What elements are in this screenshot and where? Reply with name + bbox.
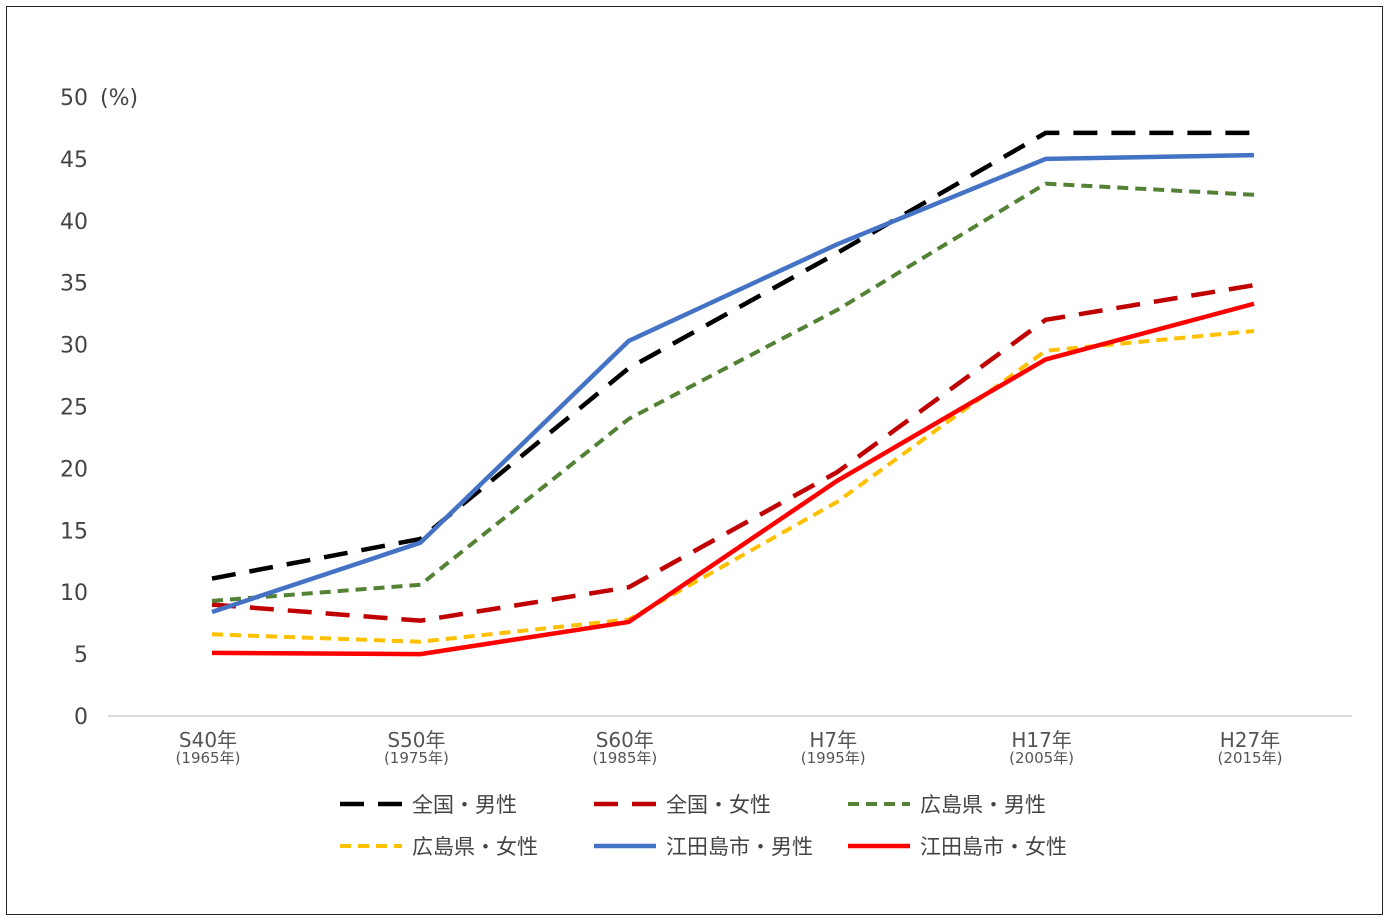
x-tick-sublabel: (1995年) [801, 749, 866, 767]
legend-item: 広島県・男性 [848, 793, 1046, 817]
series-line-3 [211, 328, 1255, 644]
legend-label: 全国・男性 [412, 793, 517, 817]
legend-label: 広島県・男性 [920, 793, 1046, 817]
x-tick-sublabel: (2015年) [1218, 749, 1283, 767]
x-tick-sublabel: (1965年) [176, 749, 241, 767]
y-tick-label: 25 [60, 396, 88, 421]
y-tick-label: 50 [60, 86, 88, 111]
x-tick-label: H7年 [809, 728, 857, 752]
y-axis-unit-label: (%) [100, 86, 138, 111]
x-tick-label: H27年 [1220, 728, 1281, 752]
legend-item: 広島県・女性 [340, 835, 538, 859]
y-tick-label: 40 [60, 210, 88, 235]
legend-item: 全国・女性 [594, 793, 771, 817]
series-group [211, 130, 1255, 657]
series-line-2 [211, 181, 1255, 603]
legend-item: 江田島市・男性 [594, 835, 813, 859]
x-tick-sublabel: (2005年) [1009, 749, 1074, 767]
series-line-5 [211, 301, 1255, 657]
x-tick-sublabel: (1985年) [592, 749, 657, 767]
y-tick-label: 10 [60, 581, 88, 606]
legend-item: 全国・男性 [340, 793, 517, 817]
x-axis: S40年(1965年) S50年(1975年) S60年(1985年) H7年(199… [176, 728, 1283, 767]
series-line-0 [211, 130, 1254, 581]
x-tick-label: S60年 [596, 728, 654, 752]
x-tick-label: H17年 [1011, 728, 1072, 752]
y-tick-label: 5 [74, 643, 88, 668]
y-tick-label: 30 [60, 334, 88, 359]
legend-label: 江田島市・女性 [920, 835, 1067, 859]
legend-label: 広島県・女性 [412, 835, 538, 859]
y-tick-label: 15 [60, 519, 88, 544]
series-line-1 [211, 282, 1255, 623]
series-line-4 [211, 152, 1255, 615]
y-tick-label: 45 [60, 148, 88, 173]
x-tick-sublabel: (1975年) [384, 749, 449, 767]
y-tick-label: 0 [74, 705, 88, 730]
x-tick-label: S40年 [179, 728, 237, 752]
legend-label: 全国・女性 [666, 793, 771, 817]
y-tick-label: 20 [60, 457, 88, 482]
legend-item: 江田島市・女性 [848, 835, 1067, 859]
y-axis: 0 5 10 15 20 25 30 35 40 45 50 [60, 86, 88, 730]
y-tick-label: 35 [60, 272, 88, 297]
legend-label: 江田島市・男性 [666, 835, 813, 859]
x-tick-label: S50年 [387, 728, 445, 752]
